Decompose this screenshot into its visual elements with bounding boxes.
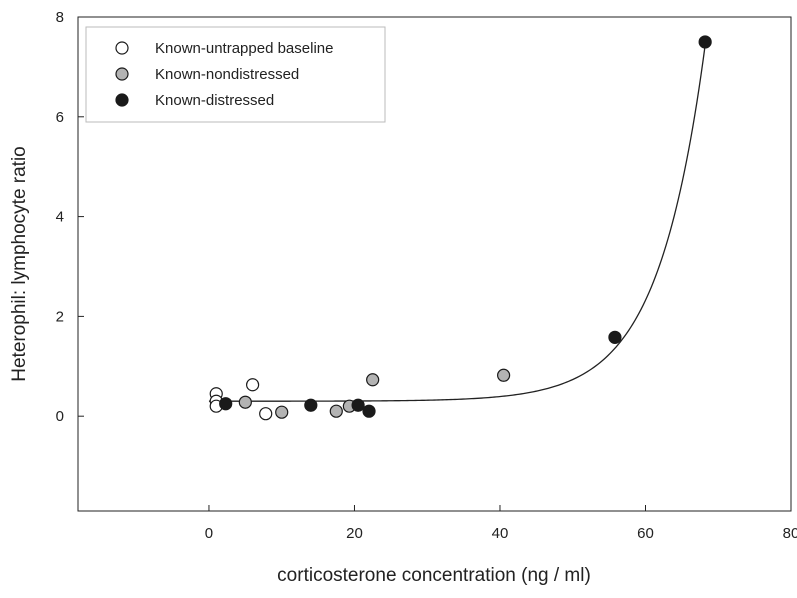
data-point-known-distressed <box>608 330 622 344</box>
y-axis-title: Heterophil: lymphocyte ratio <box>9 146 30 382</box>
x-tick-label: 0 <box>205 525 213 542</box>
legend-marker-known-distressed <box>115 93 129 107</box>
data-point-known-distressed <box>362 404 376 418</box>
data-point-known-nondistressed <box>329 404 343 418</box>
data-point-known-distressed <box>351 398 365 412</box>
data-point-known-distressed <box>304 398 318 412</box>
data-point-known-distressed <box>219 397 233 411</box>
y-tick-label: 0 <box>56 408 64 425</box>
legend-label-known-untrapped-baseline: Known-untrapped baseline <box>155 40 333 57</box>
x-tick-label: 80 <box>783 525 797 542</box>
fit-curve <box>208 45 706 402</box>
y-axis: 0 2 4 6 8 <box>56 9 84 425</box>
x-tick-label: 20 <box>346 525 363 542</box>
data-point-known-untrapped-baseline <box>246 378 260 392</box>
x-tick-label: 60 <box>637 525 654 542</box>
data-point-known-distressed <box>698 35 712 49</box>
legend-label-known-distressed: Known-distressed <box>155 92 274 109</box>
x-axis-title: corticosterone concentration (ng / ml) <box>277 565 591 586</box>
data-point-known-nondistressed <box>366 373 380 387</box>
data-point-known-nondistressed <box>275 405 289 419</box>
plot-frame <box>77 16 792 512</box>
legend-box <box>85 26 386 123</box>
data-point-known-nondistressed <box>238 395 252 409</box>
legend-label-known-nondistressed: Known-nondistressed <box>155 66 299 83</box>
legend-marker-known-nondistressed <box>115 67 129 81</box>
legend-marker-known-untrapped-baseline <box>115 41 129 55</box>
y-tick-label: 2 <box>56 308 64 325</box>
y-tick-label: 6 <box>56 109 64 126</box>
y-tick-label: 8 <box>56 9 64 26</box>
data-points <box>209 35 712 421</box>
y-tick-label: 4 <box>56 209 64 226</box>
legend: Known-untrapped baseline Known-nondistres… <box>85 26 386 123</box>
x-axis: 0 20 40 60 80 <box>205 505 797 542</box>
data-point-known-untrapped-baseline <box>259 407 273 421</box>
data-point-known-nondistressed <box>497 368 511 382</box>
x-tick-label: 40 <box>492 525 509 542</box>
